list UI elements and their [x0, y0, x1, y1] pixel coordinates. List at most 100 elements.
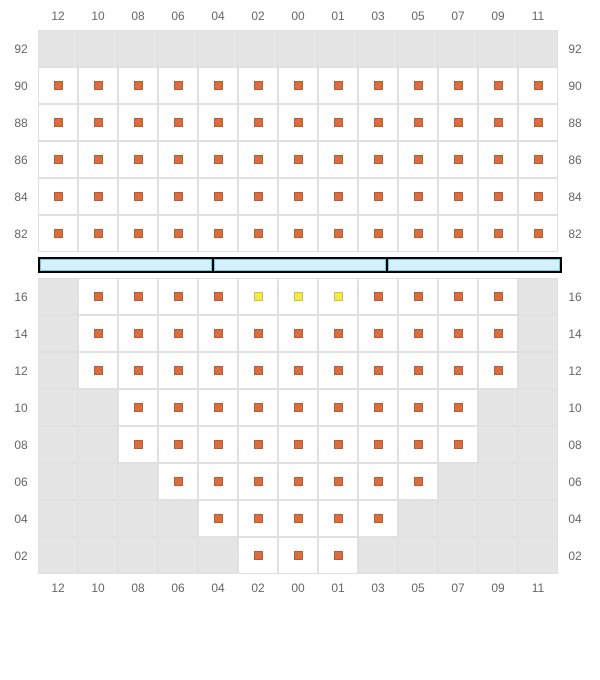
seat-cell[interactable]	[198, 141, 238, 178]
seat-cell[interactable]	[118, 215, 158, 252]
seat-cell[interactable]	[78, 141, 118, 178]
seat-cell[interactable]	[318, 389, 358, 426]
seat-cell[interactable]	[238, 315, 278, 352]
seat-cell[interactable]	[198, 389, 238, 426]
seat-cell[interactable]	[518, 215, 558, 252]
seat-cell[interactable]	[118, 104, 158, 141]
seat-cell[interactable]	[38, 215, 78, 252]
seat-cell[interactable]	[358, 426, 398, 463]
seat-cell[interactable]	[158, 67, 198, 104]
seat-cell[interactable]	[438, 315, 478, 352]
seat-cell[interactable]	[238, 500, 278, 537]
seat-cell[interactable]	[158, 278, 198, 315]
seat-cell[interactable]	[358, 389, 398, 426]
seat-cell[interactable]	[358, 315, 398, 352]
seat-cell[interactable]	[38, 67, 78, 104]
seat-cell[interactable]	[198, 500, 238, 537]
seat-cell[interactable]	[78, 104, 118, 141]
seat-cell[interactable]	[158, 315, 198, 352]
seat-cell[interactable]	[438, 141, 478, 178]
seat-cell[interactable]	[158, 352, 198, 389]
seat-cell[interactable]	[198, 352, 238, 389]
seat-cell[interactable]	[238, 537, 278, 574]
seat-cell[interactable]	[158, 463, 198, 500]
seat-cell[interactable]	[158, 104, 198, 141]
seat-cell[interactable]	[278, 426, 318, 463]
seat-cell[interactable]	[438, 426, 478, 463]
seat-cell[interactable]	[478, 215, 518, 252]
seat-cell[interactable]	[158, 389, 198, 426]
seat-cell[interactable]	[78, 278, 118, 315]
seat-cell[interactable]	[398, 426, 438, 463]
seat-cell[interactable]	[238, 426, 278, 463]
seat-cell[interactable]	[118, 278, 158, 315]
seat-cell[interactable]	[478, 141, 518, 178]
seat-cell[interactable]	[398, 215, 438, 252]
seat-cell[interactable]	[78, 67, 118, 104]
seat-cell[interactable]	[398, 67, 438, 104]
seat-cell[interactable]	[238, 352, 278, 389]
seat-cell[interactable]	[358, 178, 398, 215]
seat-cell[interactable]	[198, 178, 238, 215]
seat-cell[interactable]	[278, 141, 318, 178]
seat-cell[interactable]	[438, 215, 478, 252]
seat-cell[interactable]	[478, 178, 518, 215]
seat-cell[interactable]	[358, 141, 398, 178]
seat-cell[interactable]	[398, 315, 438, 352]
seat-cell[interactable]	[358, 352, 398, 389]
seat-cell[interactable]	[318, 352, 358, 389]
seat-cell[interactable]	[78, 315, 118, 352]
seat-cell[interactable]	[278, 537, 318, 574]
seat-cell[interactable]	[318, 104, 358, 141]
seat-cell[interactable]	[358, 278, 398, 315]
seat-cell[interactable]	[78, 215, 118, 252]
seat-cell[interactable]	[238, 278, 278, 315]
seat-cell[interactable]	[478, 104, 518, 141]
seat-cell[interactable]	[118, 67, 158, 104]
seat-cell[interactable]	[398, 104, 438, 141]
seat-cell[interactable]	[158, 141, 198, 178]
seat-cell[interactable]	[518, 67, 558, 104]
seat-cell[interactable]	[358, 104, 398, 141]
seat-cell[interactable]	[518, 104, 558, 141]
seat-cell[interactable]	[198, 426, 238, 463]
seat-cell[interactable]	[438, 178, 478, 215]
seat-cell[interactable]	[118, 389, 158, 426]
seat-cell[interactable]	[78, 178, 118, 215]
seat-cell[interactable]	[278, 315, 318, 352]
seat-cell[interactable]	[78, 352, 118, 389]
seat-cell[interactable]	[238, 104, 278, 141]
seat-cell[interactable]	[438, 67, 478, 104]
seat-cell[interactable]	[398, 352, 438, 389]
seat-cell[interactable]	[198, 315, 238, 352]
seat-cell[interactable]	[318, 215, 358, 252]
seat-cell[interactable]	[278, 389, 318, 426]
seat-cell[interactable]	[318, 141, 358, 178]
seat-cell[interactable]	[318, 537, 358, 574]
seat-cell[interactable]	[118, 141, 158, 178]
seat-cell[interactable]	[198, 215, 238, 252]
seat-cell[interactable]	[238, 215, 278, 252]
seat-cell[interactable]	[318, 426, 358, 463]
seat-cell[interactable]	[278, 500, 318, 537]
seat-cell[interactable]	[278, 463, 318, 500]
seat-cell[interactable]	[158, 178, 198, 215]
seat-cell[interactable]	[278, 215, 318, 252]
seat-cell[interactable]	[518, 178, 558, 215]
seat-cell[interactable]	[358, 463, 398, 500]
seat-cell[interactable]	[318, 278, 358, 315]
seat-cell[interactable]	[278, 352, 318, 389]
seat-cell[interactable]	[158, 215, 198, 252]
seat-cell[interactable]	[478, 278, 518, 315]
seat-cell[interactable]	[398, 278, 438, 315]
seat-cell[interactable]	[318, 463, 358, 500]
seat-cell[interactable]	[478, 352, 518, 389]
seat-cell[interactable]	[278, 104, 318, 141]
seat-cell[interactable]	[118, 352, 158, 389]
seat-cell[interactable]	[398, 141, 438, 178]
seat-cell[interactable]	[478, 67, 518, 104]
seat-cell[interactable]	[238, 463, 278, 500]
seat-cell[interactable]	[438, 389, 478, 426]
seat-cell[interactable]	[238, 389, 278, 426]
seat-cell[interactable]	[358, 67, 398, 104]
